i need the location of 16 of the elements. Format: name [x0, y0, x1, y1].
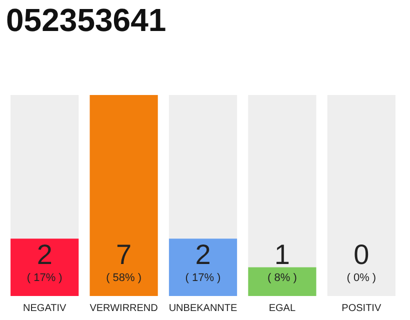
x-tick-label: EGAL	[268, 302, 296, 314]
x-tick-label: NEGATIV	[23, 302, 67, 314]
annotation: ( 8% )	[268, 272, 297, 284]
annotation: ( 17% )	[185, 272, 221, 284]
data-label: 7	[116, 239, 132, 270]
chart-title: 052353641	[6, 2, 166, 39]
annotation: ( 17% )	[26, 272, 62, 284]
data-label: 1	[274, 239, 290, 270]
data-label: 2	[195, 239, 211, 270]
data-label: 2	[36, 239, 52, 270]
annotation: 0	[354, 239, 370, 270]
x-tick-label: VERWIRREND	[90, 302, 158, 314]
x-tick-label: UNBEKANNTE	[168, 302, 238, 314]
annotation: ( 58% )	[106, 272, 142, 284]
x-tick-label: POSITIV	[342, 302, 382, 314]
annotation: ( 0% )	[346, 272, 376, 284]
